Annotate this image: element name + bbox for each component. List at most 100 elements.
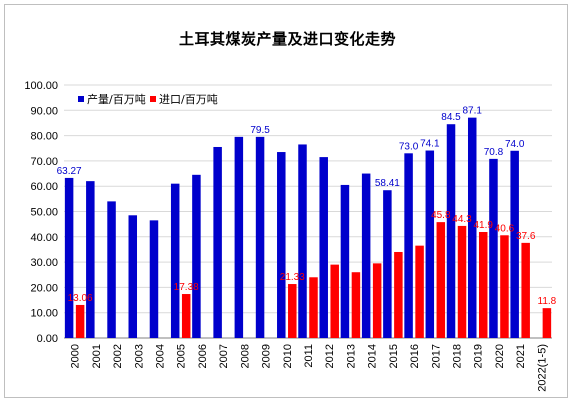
y-tick-label: 90.00 — [30, 105, 58, 117]
data-label-import: 44.3 — [452, 214, 472, 225]
bar-production — [361, 173, 371, 338]
bar-production — [510, 150, 519, 338]
data-label-import: 11.8 — [538, 296, 557, 307]
x-tick-label: 2003 — [133, 344, 145, 368]
data-label-production: 79.5 — [250, 125, 270, 136]
y-tick-label: 80.00 — [30, 131, 58, 143]
x-tick-label: 2009 — [261, 344, 273, 368]
data-label-import: 17.38 — [174, 282, 199, 293]
bar-import — [309, 277, 318, 338]
data-label-production: 73.0 — [399, 141, 419, 152]
x-tick-label: 2013 — [345, 344, 357, 368]
legend-swatch — [150, 96, 156, 102]
chart-title: 土耳其煤炭产量及进口变化走势 — [178, 30, 396, 48]
bar-production — [298, 144, 307, 338]
bar-production — [489, 158, 498, 338]
bar-import — [436, 222, 446, 338]
bar-production — [170, 183, 180, 338]
bar-production — [340, 184, 350, 338]
bar-import — [457, 225, 467, 338]
data-label-production: 63.27 — [57, 166, 82, 177]
bar-import — [521, 242, 530, 338]
bar-production — [128, 215, 138, 338]
y-tick-label: 20.00 — [30, 282, 58, 294]
y-tick-label: 0.00 — [37, 333, 58, 345]
x-tick-label: 2004 — [154, 344, 166, 368]
bar-production — [107, 201, 116, 338]
x-axis-ticks: 2000 2001 2002 2003 2004 2005 2006 2007 2008 2009… — [70, 344, 549, 392]
x-tick-label: 2020 — [494, 344, 506, 368]
data-label-production: 70.8 — [484, 147, 504, 158]
x-tick-label: 2015 — [388, 344, 400, 368]
data-label-import: 37.6 — [516, 231, 536, 242]
y-tick-label: 60.00 — [30, 181, 58, 193]
legend-label: 产量/百万吨 — [87, 92, 146, 106]
bar-production — [467, 117, 477, 339]
legend: 产量/百万吨 进口/百万吨 — [78, 92, 218, 106]
x-tick-label: 2005 — [176, 344, 188, 368]
x-tick-label: 2021 — [515, 344, 527, 368]
bar-import — [288, 284, 297, 338]
bar-import — [394, 251, 403, 338]
bar-import — [372, 263, 382, 338]
x-tick-label: 2011 — [303, 344, 315, 368]
x-tick-label: 2019 — [473, 344, 485, 368]
bar-import — [500, 235, 509, 338]
bar-import — [415, 245, 424, 338]
bar-production — [319, 157, 328, 338]
y-tick-label: 30.00 — [30, 257, 58, 269]
data-label-production: 58.41 — [375, 178, 400, 189]
bar-production — [86, 181, 95, 338]
x-tick-label: 2014 — [367, 344, 379, 368]
bar-production — [404, 153, 413, 338]
x-tick-label: 2002 — [112, 344, 124, 368]
data-label-production: 74.1 — [420, 139, 440, 150]
y-tick-label: 70.00 — [30, 156, 58, 168]
data-label-production: 84.5 — [441, 112, 461, 123]
x-tick-label: 2012 — [324, 344, 336, 368]
bar-production — [255, 136, 265, 338]
data-label-import: 13.06 — [68, 293, 93, 304]
bar-import — [330, 264, 339, 338]
data-label-import: 21.33 — [280, 272, 305, 283]
bars — [64, 117, 552, 339]
bar-production — [213, 146, 222, 338]
legend-swatch — [78, 96, 84, 102]
bar-production — [277, 152, 286, 338]
x-tick-label: 2006 — [197, 344, 209, 368]
data-labels: 63.27 79.5 58.41 73.0 74.1 84.587.1 70.874.0 13… — [57, 106, 557, 308]
bar-production — [64, 177, 74, 338]
x-tick-label: 2008 — [239, 344, 251, 368]
bar-production — [149, 220, 159, 338]
x-tick-label: 2016 — [409, 344, 421, 368]
data-label-import: 45.8 — [431, 210, 451, 221]
x-tick-label: 2000 — [70, 344, 82, 368]
bar-production — [234, 136, 244, 338]
y-tick-label: 40.00 — [30, 232, 58, 244]
y-tick-label: 50.00 — [30, 207, 58, 219]
y-tick-label: 100.00 — [24, 80, 58, 92]
x-tick-label: 2001 — [91, 344, 103, 368]
bar-production — [446, 124, 456, 338]
bar-production — [425, 150, 435, 338]
bar-import — [351, 272, 361, 338]
bar-import — [75, 304, 85, 338]
x-tick-label: 2022(1-5) — [536, 344, 548, 392]
x-tick-label: 2010 — [282, 344, 294, 368]
bar-import — [542, 308, 552, 338]
bar-production — [192, 174, 201, 338]
data-label-import: 40.6 — [495, 223, 515, 234]
x-tick-label: 2007 — [218, 344, 230, 368]
bar-import — [181, 294, 191, 338]
y-axis-ticks: 0.00 10.00 20.00 30.00 40.00 50.00 60.00 70.00 8… — [24, 80, 58, 345]
x-tick-label: 2018 — [452, 344, 464, 368]
gridlines — [64, 84, 552, 339]
data-label-import: 41.9 — [474, 220, 494, 231]
data-label-production: 87.1 — [463, 106, 483, 117]
y-tick-label: 10.00 — [30, 308, 58, 320]
data-label-production: 74.0 — [505, 139, 525, 150]
legend-label: 进口/百万吨 — [159, 93, 218, 106]
bar-production — [383, 190, 392, 338]
x-tick-label: 2017 — [430, 344, 442, 368]
